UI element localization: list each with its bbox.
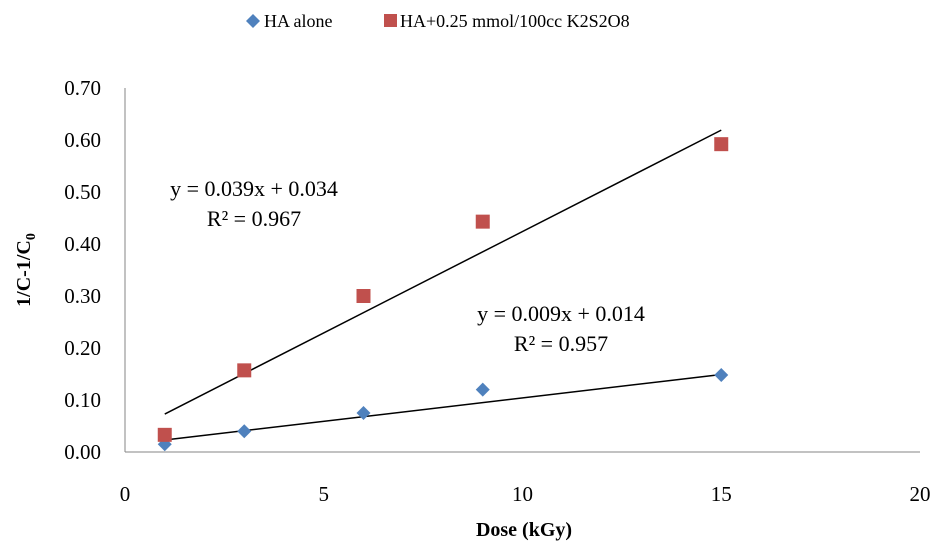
legend-label-ha-k2s2o8: HA+0.25 mmol/100cc K2S2O8 xyxy=(400,11,630,31)
data-point-series-1 xyxy=(475,214,490,229)
equation-label-ha-alone: y = 0.009x + 0.014 xyxy=(477,301,645,326)
y-axis-title-main: 1/C-1/C xyxy=(13,240,35,307)
data-point-series-0 xyxy=(237,424,252,439)
data-point-series-1 xyxy=(356,289,371,303)
y-tick-label: 0.30 xyxy=(64,284,101,308)
data-point-series-1 xyxy=(157,427,172,442)
y-axis-title-subscript: 0 xyxy=(24,233,39,240)
y-axis-title: 1/C-1/C0 xyxy=(13,233,39,307)
y-tick-label: 0.10 xyxy=(64,388,101,412)
y-axis-ticks: 0.00 0.10 0.20 0.30 0.40 0.50 0.60 0.70 xyxy=(64,76,101,464)
data-point-series-0 xyxy=(714,368,729,383)
r2-label-ha-alone: R² = 0.957 xyxy=(514,331,608,356)
x-tick-label: 0 xyxy=(120,482,131,506)
y-tick-label: 0.20 xyxy=(64,336,101,360)
y-tick-label: 0.40 xyxy=(64,232,101,256)
trendline-series-1 xyxy=(164,129,722,415)
y-tick-label: 0.60 xyxy=(64,128,101,152)
legend: HA alone HA+0.25 mmol/100cc K2S2O8 xyxy=(246,11,630,31)
y-tick-label: 0.00 xyxy=(64,440,101,464)
data-points xyxy=(157,137,729,452)
x-tick-label: 5 xyxy=(319,482,330,506)
y-tick-label: 0.70 xyxy=(64,76,101,100)
data-point-series-0 xyxy=(356,406,371,420)
x-tick-label: 10 xyxy=(512,482,533,506)
x-axis-ticks: 0 5 10 15 20 xyxy=(120,482,931,506)
legend-label-ha-alone: HA alone xyxy=(264,11,332,31)
data-point-series-1 xyxy=(237,363,252,378)
data-point-series-0 xyxy=(475,382,490,397)
x-axis-title: Dose (kGy) xyxy=(476,519,572,541)
trendlines xyxy=(164,129,722,441)
trendline-series-0 xyxy=(164,373,722,441)
x-tick-label: 20 xyxy=(910,482,931,506)
equation-label-k2s2o8: y = 0.039x + 0.034 xyxy=(170,176,338,201)
legend-marker-ha-k2s2o8 xyxy=(384,14,397,27)
x-tick-label: 15 xyxy=(711,482,732,506)
r2-label-k2s2o8: R² = 0.967 xyxy=(207,206,301,231)
y-tick-label: 0.50 xyxy=(64,180,101,204)
legend-marker-ha-alone xyxy=(246,14,260,28)
data-point-series-1 xyxy=(714,137,729,152)
